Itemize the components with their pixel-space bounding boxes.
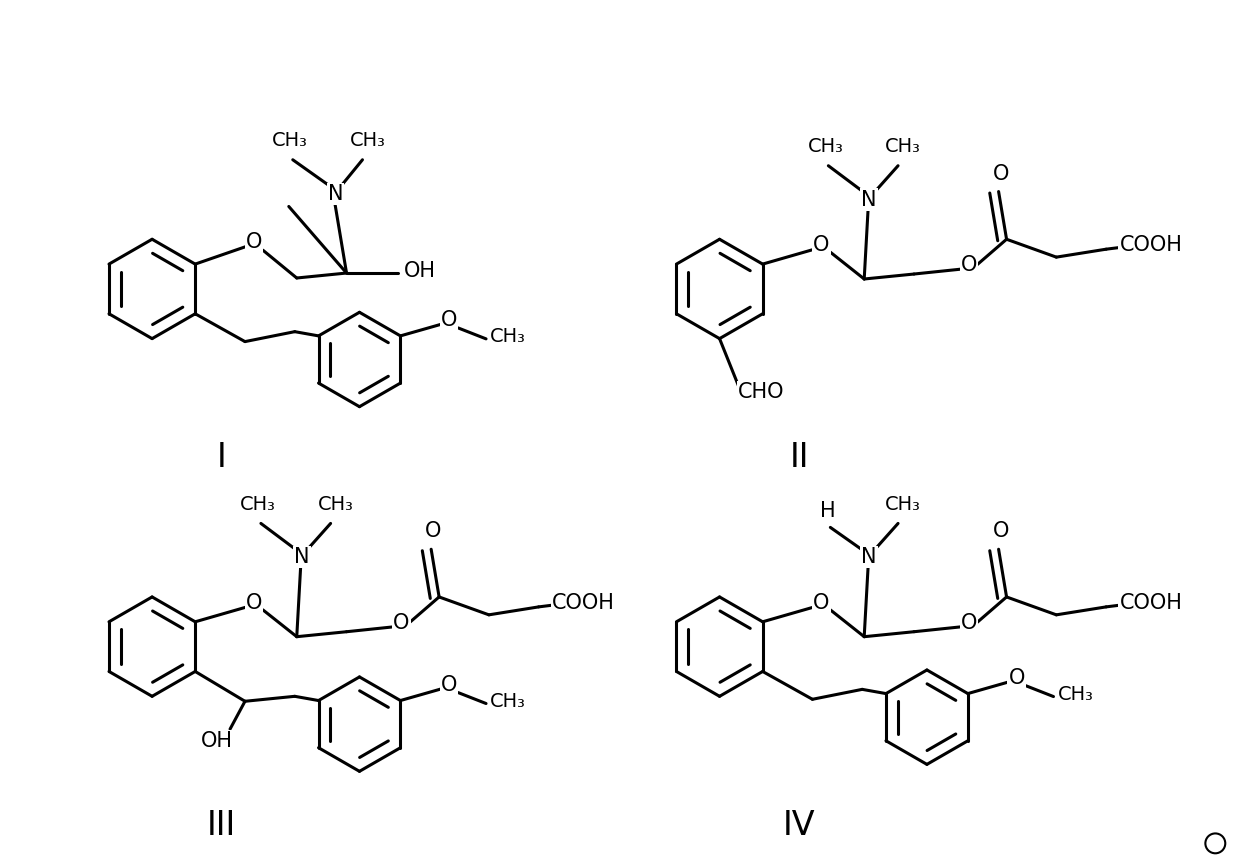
- Text: H: H: [820, 501, 836, 521]
- Text: O: O: [992, 522, 1009, 542]
- Text: O: O: [441, 310, 458, 330]
- Text: O: O: [813, 235, 830, 255]
- Text: N: N: [327, 183, 343, 204]
- Text: O: O: [425, 522, 441, 542]
- Text: CH₃: CH₃: [885, 137, 921, 156]
- Text: COOH: COOH: [552, 593, 615, 613]
- Text: O: O: [441, 674, 458, 694]
- Text: N: N: [862, 189, 877, 209]
- Text: COOH: COOH: [1120, 235, 1183, 255]
- Text: O: O: [813, 593, 830, 613]
- Text: I: I: [217, 441, 227, 474]
- Text: CH₃: CH₃: [241, 495, 275, 514]
- Text: CHO: CHO: [738, 382, 785, 402]
- Text: CH₃: CH₃: [350, 131, 386, 150]
- Text: O: O: [992, 164, 1009, 184]
- Text: CH₃: CH₃: [490, 692, 526, 711]
- Text: O: O: [961, 613, 977, 633]
- Text: O: O: [246, 593, 262, 613]
- Text: CH₃: CH₃: [490, 327, 526, 346]
- Text: IV: IV: [782, 809, 816, 842]
- Text: II: II: [790, 441, 808, 474]
- Text: O: O: [246, 233, 262, 253]
- Text: CH₃: CH₃: [885, 495, 921, 514]
- Text: N: N: [294, 547, 310, 567]
- Text: O: O: [393, 613, 409, 633]
- Text: CH₃: CH₃: [317, 495, 353, 514]
- Text: CH₃: CH₃: [807, 137, 843, 156]
- Text: CH₃: CH₃: [1058, 685, 1094, 704]
- Text: CH₃: CH₃: [272, 131, 308, 150]
- Text: COOH: COOH: [1120, 593, 1183, 613]
- Text: O: O: [961, 255, 977, 275]
- Text: O: O: [1008, 667, 1024, 687]
- Text: OH: OH: [404, 261, 436, 281]
- Text: OH: OH: [201, 731, 233, 751]
- Text: N: N: [862, 547, 877, 567]
- Text: III: III: [207, 809, 237, 842]
